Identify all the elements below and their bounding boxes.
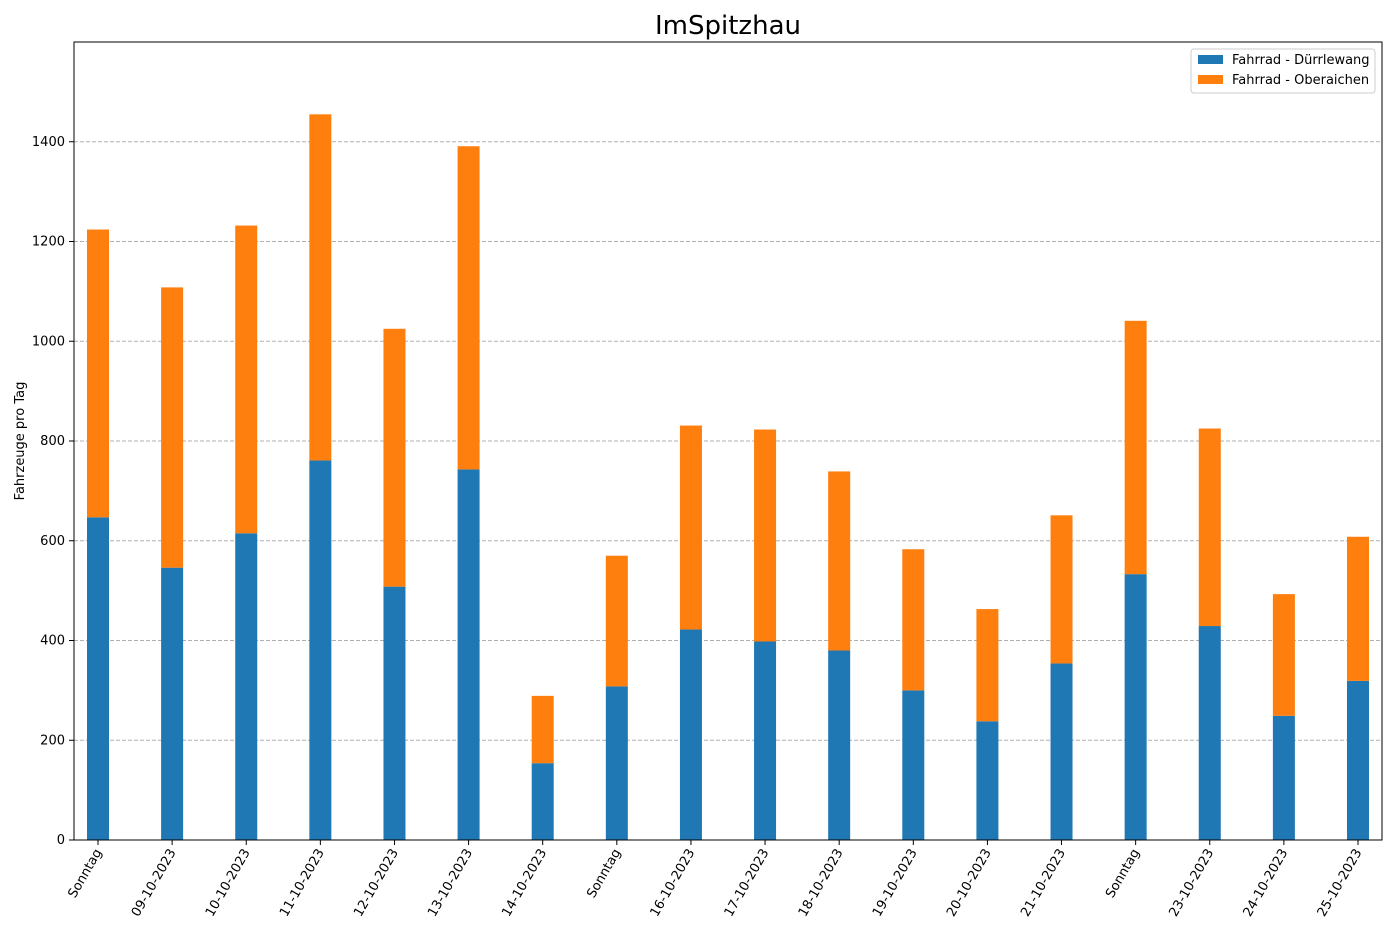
bar-segment: [1272, 594, 1295, 716]
y-tick-label: 200: [40, 733, 65, 748]
bar-segment: [235, 533, 258, 840]
legend-box: [1190, 48, 1376, 94]
bar-segment: [902, 690, 925, 840]
bar-segment: [902, 549, 925, 691]
bar-segment: [531, 763, 554, 840]
y-axis: 0 200 400 600 800 1000 1200 1400: [32, 135, 74, 848]
bar-segment: [161, 287, 184, 568]
bar-segment: [976, 609, 999, 722]
bar-segment: [383, 586, 406, 840]
bar-segment: [87, 517, 109, 840]
x-axis: Sonntag 09-10-2023 10-10-2023 11-10-2023 12-…: [65, 840, 1365, 919]
bar-segment: [457, 146, 480, 470]
legend-label: Fahrrad - Oberaichen: [1232, 73, 1369, 88]
x-tick-label: 12-10-2023: [351, 847, 402, 920]
bar-segment: [828, 471, 851, 651]
bar-segment: [1198, 626, 1221, 840]
bar-segment: [531, 695, 554, 764]
x-tick-label: 19-10-2023: [870, 847, 921, 920]
bar-segment: [679, 425, 702, 630]
y-tick-label: 1200: [32, 235, 65, 250]
y-tick-label: 800: [40, 434, 65, 449]
x-tick-label: 14-10-2023: [499, 847, 550, 920]
bar-segment: [1347, 680, 1369, 840]
bar-segment: [1124, 574, 1147, 840]
x-tick-label: 09-10-2023: [129, 847, 180, 920]
bar-segment: [309, 114, 332, 461]
bar-segment: [1050, 515, 1073, 664]
chart-title: ImSpitzhau: [655, 11, 801, 41]
y-tick-label: 0: [57, 833, 65, 848]
bar-segment: [976, 721, 999, 840]
bar-segment: [235, 225, 258, 534]
y-tick-label: 600: [40, 534, 65, 549]
bar-segment: [309, 460, 332, 840]
x-tick-label: 24-10-2023: [1241, 847, 1292, 920]
y-tick-label: 400: [40, 634, 65, 649]
bar-segment: [1124, 320, 1147, 575]
x-tick-label: Sonntag: [65, 847, 105, 901]
legend-swatch: [1198, 75, 1223, 84]
x-tick-label: 10-10-2023: [203, 847, 254, 920]
bar-segment: [754, 641, 777, 840]
bar-segment: [1272, 715, 1295, 840]
bar-segment: [161, 567, 184, 840]
x-tick-label: 21-10-2023: [1018, 847, 1069, 920]
y-axis-label: Fahrzeuge pro Tag: [13, 382, 28, 501]
gridlines: [74, 141, 1382, 741]
x-tick-label: 16-10-2023: [648, 847, 699, 920]
x-tick-label: 11-10-2023: [277, 847, 328, 920]
bar-segment: [457, 469, 480, 840]
x-tick-label: 13-10-2023: [425, 847, 476, 920]
legend: Fahrrad - Dürrlewang Fahrrad - Oberaiche…: [1190, 48, 1376, 94]
x-tick-label: 20-10-2023: [944, 847, 995, 920]
x-tick-label: 25-10-2023: [1315, 847, 1366, 920]
bar-segment: [828, 650, 851, 840]
x-tick-label: 17-10-2023: [722, 847, 773, 920]
y-tick-label: 1400: [32, 135, 65, 150]
bar-segment: [1347, 536, 1369, 681]
x-tick-label: Sonntag: [1103, 847, 1143, 901]
bar-segment: [605, 555, 628, 687]
x-tick-label: Sonntag: [584, 847, 624, 901]
legend-label: Fahrrad - Dürrlewang: [1232, 53, 1370, 68]
bars: [87, 114, 1369, 840]
y-tick-label: 1000: [32, 334, 65, 349]
bar-segment: [1198, 428, 1221, 627]
bar-segment: [754, 429, 777, 642]
bar-segment: [1050, 663, 1073, 840]
x-tick-label: 23-10-2023: [1166, 847, 1217, 920]
bar-segment: [605, 686, 628, 840]
bar-segment: [679, 629, 702, 840]
legend-swatch: [1198, 55, 1223, 64]
bar-segment: [383, 328, 406, 587]
bar-segment: [87, 229, 109, 518]
x-tick-label: 18-10-2023: [796, 847, 847, 920]
